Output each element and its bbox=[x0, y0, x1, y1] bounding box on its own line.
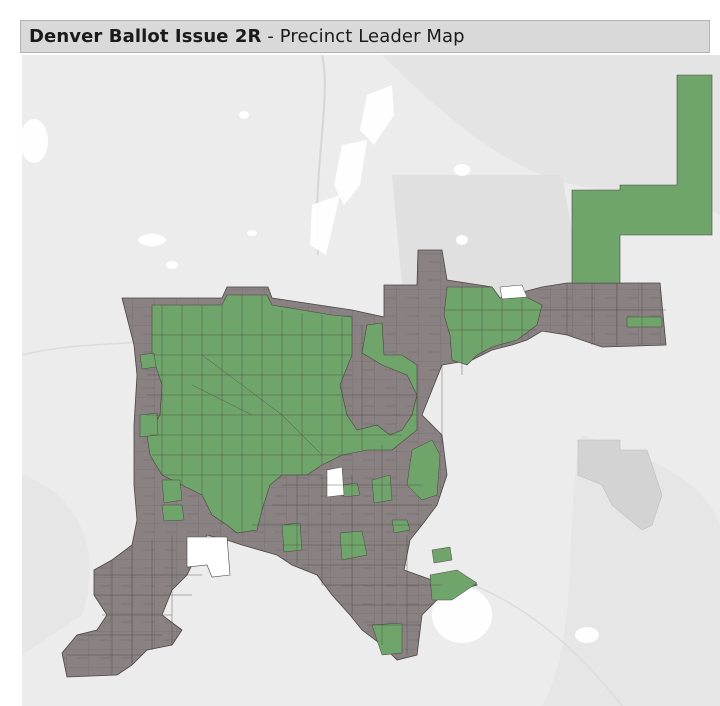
precinct-patch-green[interactable] bbox=[139, 352, 157, 370]
enclave-white bbox=[499, 284, 528, 300]
precinct-patch-green[interactable] bbox=[429, 569, 478, 601]
precinct-patch-green[interactable] bbox=[371, 622, 403, 656]
precinct-map[interactable] bbox=[22, 55, 720, 706]
title-main: Denver Ballot Issue 2R bbox=[29, 26, 262, 47]
precinct-patch-green[interactable] bbox=[339, 530, 368, 561]
title-bar: Denver Ballot Issue 2R - Precinct Leader… bbox=[20, 20, 710, 53]
precinct-patch-green[interactable] bbox=[139, 412, 159, 438]
page-title: Denver Ballot Issue 2R - Precinct Leader… bbox=[29, 26, 465, 47]
enclave-white bbox=[326, 466, 345, 498]
precinct-patch-green[interactable] bbox=[281, 522, 303, 553]
precinct-patch-green[interactable] bbox=[431, 546, 453, 564]
enclave-white bbox=[186, 536, 231, 578]
precinct-patch-green[interactable] bbox=[391, 519, 411, 534]
precinct-patch-green[interactable] bbox=[626, 316, 663, 328]
title-separator: - bbox=[261, 26, 280, 47]
title-subtitle: Precinct Leader Map bbox=[279, 26, 465, 47]
precinct-boundaries bbox=[67, 283, 666, 675]
map-canvas[interactable] bbox=[22, 55, 720, 706]
precinct-patch-green[interactable] bbox=[161, 479, 183, 504]
neighbor-area bbox=[577, 439, 663, 531]
precinct-patch-green[interactable] bbox=[161, 504, 185, 522]
precinct-layer[interactable] bbox=[61, 74, 713, 678]
precinct-region-green-airport[interactable] bbox=[571, 74, 713, 284]
